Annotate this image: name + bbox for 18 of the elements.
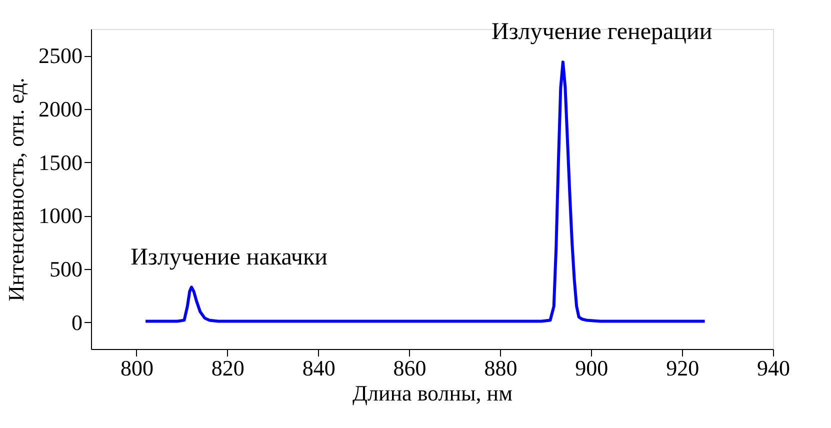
x-tick-label: 940 [757,356,790,380]
x-tick-label: 840 [302,356,336,380]
y-tick-label: 2500 [38,43,82,68]
x-axis-title: Длина волны, нм [352,380,513,406]
annotation: Излучение накачки [130,244,328,271]
x-tick-label: 800 [120,356,154,380]
y-tick-label: 1500 [38,150,82,175]
y-tick-label: 1000 [38,203,82,228]
x-tick-label: 920 [666,356,700,380]
x-tick-label: 900 [575,356,608,380]
y-tick-label: 0 [72,310,82,335]
y-axis-title: Интенсивность, отн. ед. [4,78,28,302]
y-tick-label: 500 [50,256,82,282]
x-tick-label: 820 [211,356,244,380]
x-tick-label: 860 [393,356,426,380]
annotation: Излучение генерации [491,19,712,46]
y-tick-label: 2000 [38,96,82,122]
x-tick-label: 880 [484,356,518,380]
